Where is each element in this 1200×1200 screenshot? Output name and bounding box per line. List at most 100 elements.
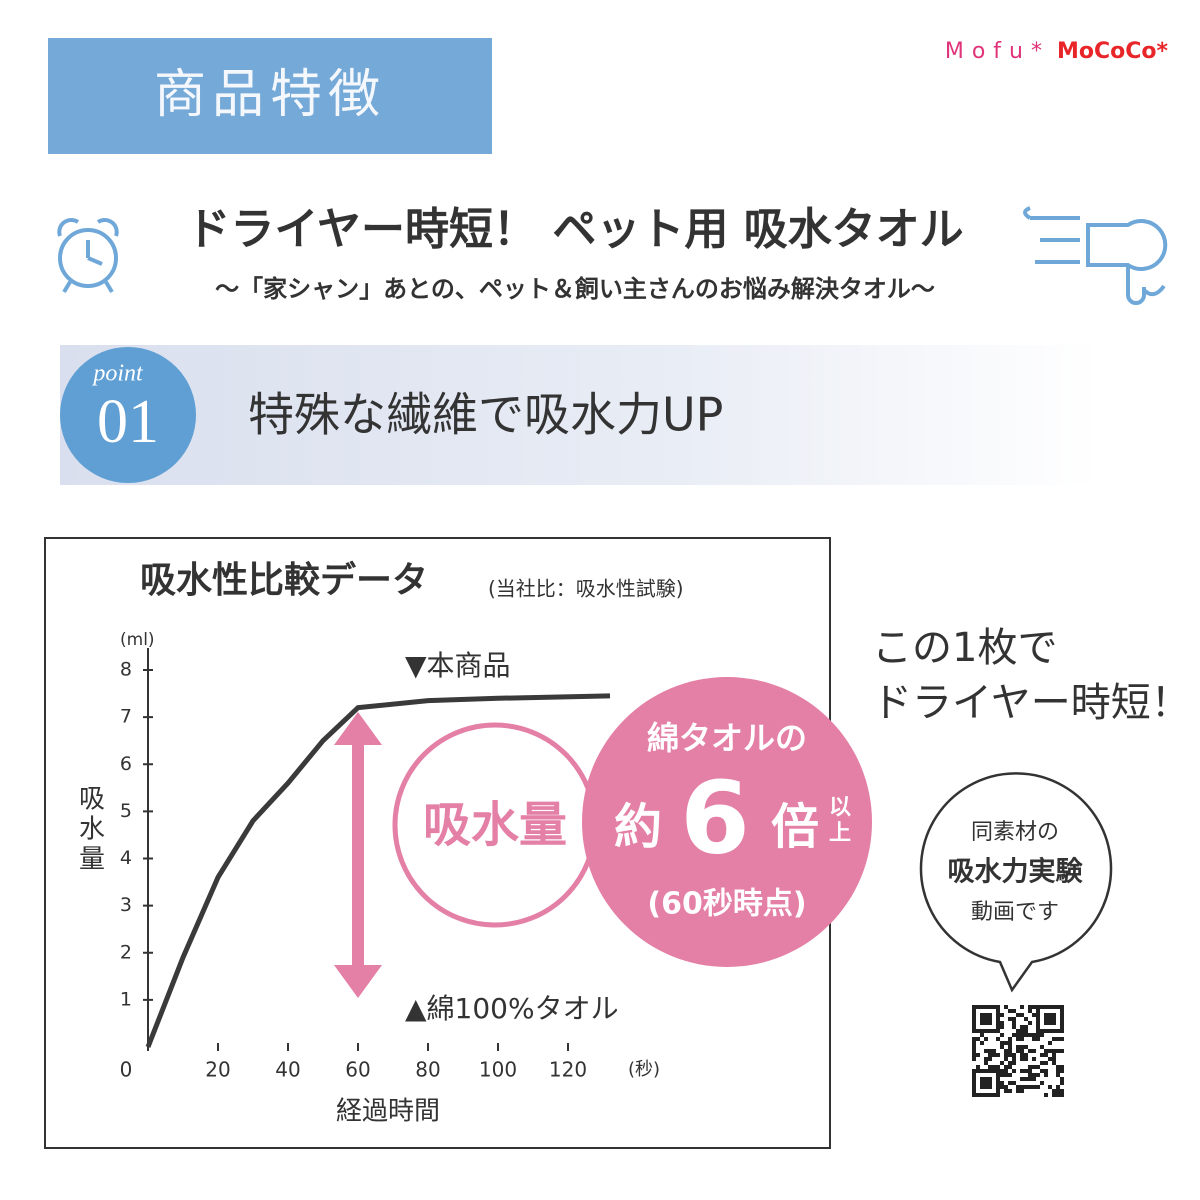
qr-cell <box>1040 1029 1044 1033</box>
qr-cell <box>1004 1065 1008 1069</box>
qr-cell <box>988 1053 992 1057</box>
y-axis-label-char: 水 <box>79 815 105 845</box>
qr-cell <box>1036 1037 1040 1041</box>
qr-cell <box>980 1081 984 1085</box>
qr-cell <box>1056 1093 1060 1097</box>
qr-cell <box>1032 1085 1036 1089</box>
qr-cell <box>996 1093 1000 1097</box>
qr-cell <box>1040 1061 1044 1065</box>
qr-cell <box>1040 1045 1044 1049</box>
qr-cell <box>1016 1037 1020 1041</box>
qr-cell <box>996 1073 1000 1077</box>
qr-cell <box>1052 1053 1056 1057</box>
qr-cell <box>1056 1005 1060 1009</box>
qr-cell <box>1048 1021 1052 1025</box>
qr-cell <box>1036 1017 1040 1021</box>
point-band <box>60 345 1100 485</box>
qr-cell <box>1008 1009 1012 1013</box>
qr-cell <box>988 1093 992 1097</box>
series-label: ▲綿100%タオル <box>405 992 619 1025</box>
dryer-icon <box>1023 206 1168 305</box>
qr-cell <box>988 1021 992 1025</box>
qr-cell <box>1056 1069 1060 1073</box>
chart-subtitle: (当社比：吸水性試験) <box>488 577 684 601</box>
qr-cell <box>972 1005 976 1009</box>
qr-cell <box>1044 1069 1048 1073</box>
qr-cell <box>1004 1005 1008 1009</box>
qr-cell <box>1060 1005 1064 1009</box>
qr-cell <box>1016 1045 1020 1049</box>
qr-cell <box>988 1085 992 1089</box>
qr-cell <box>988 1081 992 1085</box>
qr-cell <box>1004 1049 1008 1053</box>
y-axis-label: 吸水量 <box>79 785 105 875</box>
qr-cell <box>1056 1029 1060 1033</box>
qr-cell <box>1000 1041 1004 1045</box>
qr-cell <box>1044 1029 1048 1033</box>
qr-cell <box>1036 1005 1040 1009</box>
qr-cell <box>1060 1049 1064 1053</box>
qr-cell <box>1048 1057 1052 1061</box>
qr-cell <box>996 1025 1000 1029</box>
qr-cell <box>1044 1093 1048 1097</box>
x-tick-label: 60 <box>345 1058 370 1082</box>
qr-cell <box>1000 1013 1004 1017</box>
qr-cell <box>996 1029 1000 1033</box>
speech-bubble <box>919 772 1113 993</box>
qr-cell <box>1012 1081 1016 1085</box>
qr-cell <box>1012 1021 1016 1025</box>
qr-cell <box>1044 1053 1048 1057</box>
qr-cell <box>1032 1057 1036 1061</box>
qr-cell <box>992 1065 996 1069</box>
ratio-prefix: 約 <box>614 799 662 855</box>
qr-cell <box>1020 1045 1024 1049</box>
qr-cell <box>1000 1073 1004 1077</box>
ratio-top: 綿タオルの <box>647 719 807 757</box>
qr-cell <box>1016 1013 1020 1017</box>
qr-cell <box>976 1029 980 1033</box>
qr-cell <box>1000 1085 1004 1089</box>
qr-cell <box>1032 1037 1036 1041</box>
qr-cell <box>1052 1093 1056 1097</box>
qr-cell <box>1052 1029 1056 1033</box>
bubble-text: 同素材の <box>971 820 1059 845</box>
qr-cell <box>1024 1033 1028 1037</box>
qr-cell <box>1008 1073 1012 1077</box>
qr-cell <box>980 1013 984 1017</box>
qr-cell <box>1048 1013 1052 1017</box>
qr-cell <box>1000 1025 1004 1029</box>
clock-icon <box>57 218 119 294</box>
qr-cell <box>1024 1085 1028 1089</box>
y-tick-label: 5 <box>120 800 132 822</box>
ratio-value: 6 <box>680 759 750 876</box>
qr-cell <box>1060 1021 1064 1025</box>
qr-cell <box>984 1057 988 1061</box>
qr-cell <box>1032 1033 1036 1037</box>
qr-cell <box>988 1077 992 1081</box>
qr-cell <box>1016 1033 1020 1037</box>
qr-cell <box>996 1021 1000 1025</box>
qr-cell <box>1012 1009 1016 1013</box>
qr-cell <box>1052 1013 1056 1017</box>
qr-cell <box>984 1069 988 1073</box>
y-tick-label: 1 <box>120 988 132 1010</box>
qr-cell <box>972 1057 976 1061</box>
qr-cell <box>972 1069 976 1073</box>
side-line: この1枚で <box>872 625 1057 671</box>
qr-cell <box>1008 1045 1012 1049</box>
qr-cell <box>1032 1065 1036 1069</box>
qr-cell <box>988 1005 992 1009</box>
qr-cell <box>972 1013 976 1017</box>
qr-cell <box>1012 1025 1016 1029</box>
qr-cell <box>1028 1005 1032 1009</box>
qr-cell <box>1060 1009 1064 1013</box>
qr-cell <box>1024 1077 1028 1081</box>
amount-label: 吸水量 <box>423 797 567 853</box>
qr-cell <box>1024 1057 1028 1061</box>
series-line <box>145 693 611 1048</box>
qr-cell <box>1016 1029 1020 1033</box>
qr-cell <box>1008 1053 1012 1057</box>
qr-cell <box>972 1009 976 1013</box>
qr-cell <box>996 1017 1000 1021</box>
